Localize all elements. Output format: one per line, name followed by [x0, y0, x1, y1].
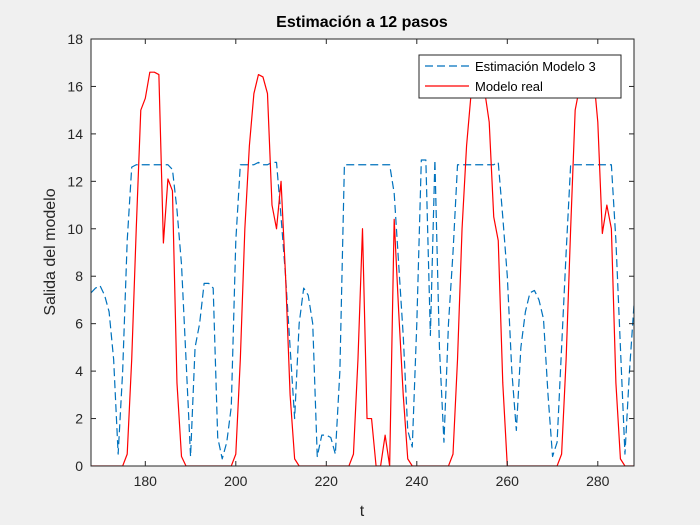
y-tick-label: 2 — [75, 411, 83, 427]
series-layer — [91, 69, 634, 466]
x-tick-label: 280 — [586, 473, 610, 489]
series-line-estimacion-modelo-3 — [91, 159, 634, 460]
y-tick-label: 8 — [75, 268, 83, 284]
series-line-modelo-real — [91, 69, 634, 466]
legend: Estimación Modelo 3 Modelo real — [418, 54, 622, 99]
chart-title: Estimación a 12 pasos — [276, 14, 448, 31]
x-tick-label: 200 — [224, 473, 248, 489]
x-tick-label: 180 — [134, 473, 158, 489]
y-tick-label: 6 — [75, 316, 83, 332]
x-tick-label: 220 — [315, 473, 339, 489]
y-axis-label: Salida del modelo — [42, 188, 59, 315]
y-tick-label: 16 — [67, 78, 83, 94]
y-tick-label: 10 — [67, 221, 83, 237]
y-tick-label: 14 — [67, 126, 83, 142]
y-tick-label: 4 — [75, 363, 83, 379]
y-tick-label: 12 — [67, 173, 83, 189]
plot-frame — [90, 38, 635, 467]
legend-label-estimacion: Estimación Modelo 3 — [475, 59, 596, 74]
ticks-layer: 180 200 220 240 260 280 0 2 4 6 8 10 12 14 16 18 — [67, 31, 634, 489]
x-axis-label: t — [360, 503, 365, 520]
legend-label-real: Modelo real — [475, 79, 543, 94]
y-tick-label: 0 — [75, 458, 83, 474]
x-tick-label: 260 — [496, 473, 520, 489]
legend-box — [418, 54, 622, 99]
y-tick-label: 18 — [67, 31, 83, 47]
x-tick-label: 240 — [405, 473, 429, 489]
